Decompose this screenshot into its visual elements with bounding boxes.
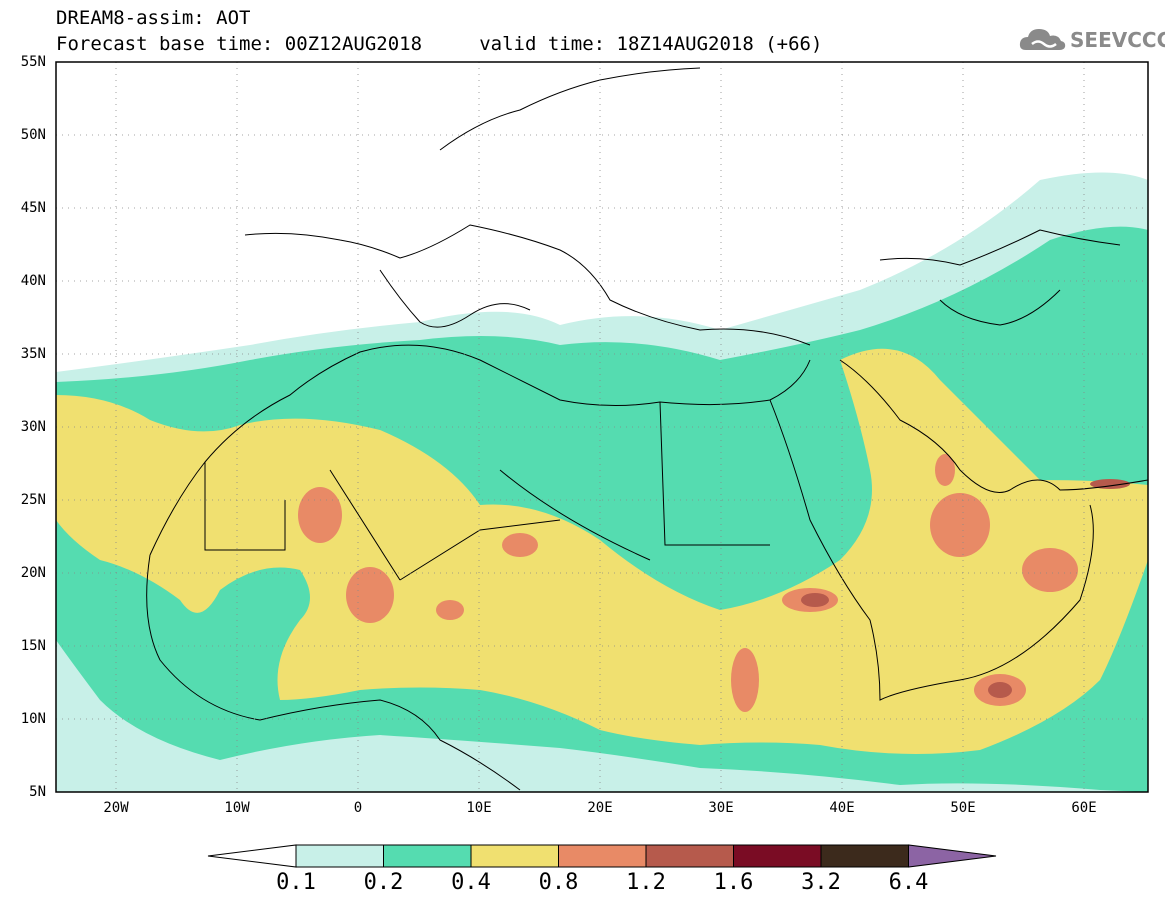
lon-label: 60E [1071, 800, 1097, 816]
colorbar-segment [295, 844, 384, 868]
colorbar-label: 0.1 [276, 870, 316, 895]
lon-label: 10W [224, 800, 250, 816]
colorbar-label: 1.2 [626, 870, 666, 895]
colorbar-segment [558, 844, 647, 868]
lon-label: 30E [708, 800, 734, 816]
seevccc-logo: SEEVCCC [1018, 24, 1165, 56]
logo-text: SEEVCCC [1070, 28, 1165, 52]
lon-label: 40E [829, 800, 855, 816]
colorbar-label: 0.8 [538, 870, 579, 895]
lat-label: 10N [20, 711, 46, 727]
colorbar-segment [470, 844, 559, 868]
cloud-icon [1019, 29, 1066, 50]
lon-label: 20E [587, 800, 613, 816]
lon-label: 20W [103, 800, 129, 816]
map-title: DREAM8-assim: AOT [56, 7, 251, 29]
colorbar-segment [820, 844, 909, 868]
colorbar-label: 6.4 [888, 870, 929, 895]
lon-label: 10E [466, 800, 492, 816]
graticule [56, 62, 1148, 792]
colorbar-segment [733, 844, 822, 868]
colorbar-label: 0.4 [451, 870, 491, 895]
lat-label: 50N [20, 127, 46, 143]
colorbar-segment [383, 844, 472, 868]
coastlines [146, 67, 1148, 791]
colorbar-segment [645, 844, 734, 868]
lat-label: 35N [20, 346, 46, 362]
lat-label: 15N [20, 638, 46, 654]
lat-label: 25N [20, 492, 46, 508]
lon-label: 0 [353, 800, 363, 816]
colorbar-label: 0.2 [363, 870, 404, 895]
forecast-time-subtitle: Forecast base time: 00Z12AUG2018 valid t… [56, 33, 823, 55]
colorbar-label: 3.2 [801, 870, 841, 895]
colorbar-underflow-arrow [207, 844, 297, 868]
lat-label: 40N [20, 273, 46, 289]
lat-label: 30N [20, 419, 46, 435]
lat-label: 20N [20, 565, 46, 581]
lat-label: 45N [20, 200, 46, 216]
lat-label: 55N [20, 54, 46, 70]
lat-label: 5N [29, 784, 46, 800]
colorbar-label: 1.6 [713, 870, 754, 895]
aot-colorbar [207, 844, 997, 868]
lon-label: 50E [950, 800, 976, 816]
colorbar-overflow-arrow [908, 844, 997, 868]
map-frame [55, 61, 1149, 793]
